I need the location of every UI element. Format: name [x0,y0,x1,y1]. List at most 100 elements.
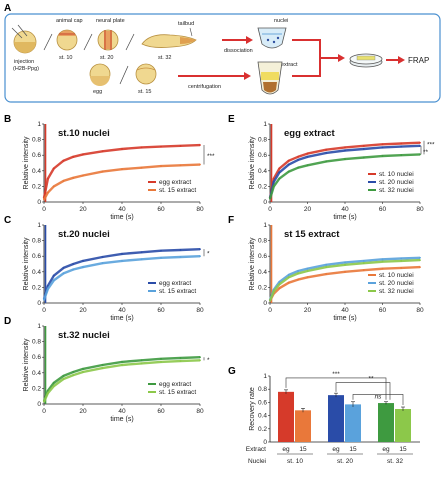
bar [328,395,344,442]
series-line [268,258,421,302]
data-point [199,359,201,362]
data-point [325,160,328,163]
data-point [325,263,328,266]
st15-label: st. 15 [138,89,151,95]
series-line [42,163,201,201]
egg-label: egg [93,89,102,95]
series-line [268,141,421,199]
st20-label: st. 20 [100,55,113,61]
chart-title: st 15 extract [284,229,340,240]
chart-title: st.10 nuclei [58,128,110,139]
x-axis-label: time (s) [110,214,133,221]
st10-embryo [56,29,78,51]
dissociation-arrow [222,36,253,44]
series-line [42,356,201,402]
data-point [306,276,309,279]
sig-label: * [207,251,210,258]
data-point [101,170,104,173]
category-label: 15 [349,446,357,453]
data-point [419,144,421,147]
series-line [42,143,201,199]
slash-3 [125,33,135,51]
data-point [82,153,84,156]
bar [295,410,311,442]
y-tick-label: 0.6 [32,253,41,260]
sig-label: ** [368,376,374,383]
x-axis-label: time (s) [333,315,356,322]
data-point [121,148,123,150]
data-point [287,170,290,173]
x-axis-label: time (s) [110,315,133,322]
data-point [325,148,328,151]
data-point [344,146,346,149]
data-point [400,267,403,269]
data-point [72,176,75,179]
sig-label: *** [427,142,435,149]
data-point [306,155,309,158]
data-point [278,283,281,286]
data-point [47,392,49,394]
series-line [268,144,421,199]
data-point [101,364,104,366]
data-point [82,174,84,177]
data-point [52,385,55,387]
legend-entry: st. 20 nuclei [379,179,414,186]
y-tick-label: 0.4 [32,370,41,377]
nuclei-tube [257,27,287,49]
data-point [278,177,281,180]
y-axis-label: Relative intensity [23,338,30,391]
data-point [287,163,290,166]
y-tick-label: 0.8 [258,137,267,144]
series-line [42,248,201,300]
data-point [297,272,300,275]
schematic-box [4,13,441,103]
y-tick-label: 0.8 [258,386,267,393]
x-tick-label: 20 [79,307,87,314]
y-tick-label: 0 [37,199,41,206]
panel-f: F 0 0.2 0.4 0.6 0.8 1 Relative intensity 0 20 40 6… [228,215,424,322]
data-point [47,191,49,194]
y-tick-label: 0.8 [32,137,41,144]
data-point [381,267,384,270]
data-point [43,400,45,403]
data-point [381,143,384,146]
y-tick-label: 0.4 [258,413,267,420]
data-point [278,171,281,174]
data-point [362,144,365,147]
y-tick-label: 1 [263,121,267,128]
data-point [72,371,75,373]
data-point [62,180,65,182]
data-point [121,364,123,366]
data-point [344,263,346,266]
x-tick-label: 80 [416,206,424,213]
x-tick-label: 20 [304,307,312,314]
centrifugation-arrow [178,72,251,80]
data-point [52,382,55,384]
legend-entry: st. 15 extract [159,288,196,295]
y-axis-label: Relative intensity [249,136,256,189]
chart-f: 0 0.2 0.4 0.6 0.8 1 Relative intensity 0 20 40 60 8… [249,222,424,322]
panel-label-g: G [228,366,236,377]
data-point [140,258,143,261]
data-point [272,185,275,188]
data-point [160,256,162,259]
x-axis-label: time (s) [110,416,133,423]
chart-title: egg extract [284,128,336,139]
data-point [52,167,55,170]
data-point [362,148,365,150]
data-point [419,153,421,156]
data-point [121,259,123,262]
legend-entry: st. 32 nuclei [379,187,414,194]
injection-sub-label: (H2B-Ppg) [13,66,39,72]
data-point [306,267,309,270]
group-label: st. 32 [387,458,403,465]
y-tick-label: 0.4 [258,168,267,175]
data-point [272,290,275,293]
data-point [419,256,421,259]
chart-title: st.32 nuclei [58,330,110,341]
data-point [269,299,271,302]
data-point [278,167,281,170]
data-point [278,287,281,290]
frap-label: FRAP [408,56,429,65]
schematic-panel: A injection (H2B-Ppg) animal cap st. 10 … [4,3,441,103]
